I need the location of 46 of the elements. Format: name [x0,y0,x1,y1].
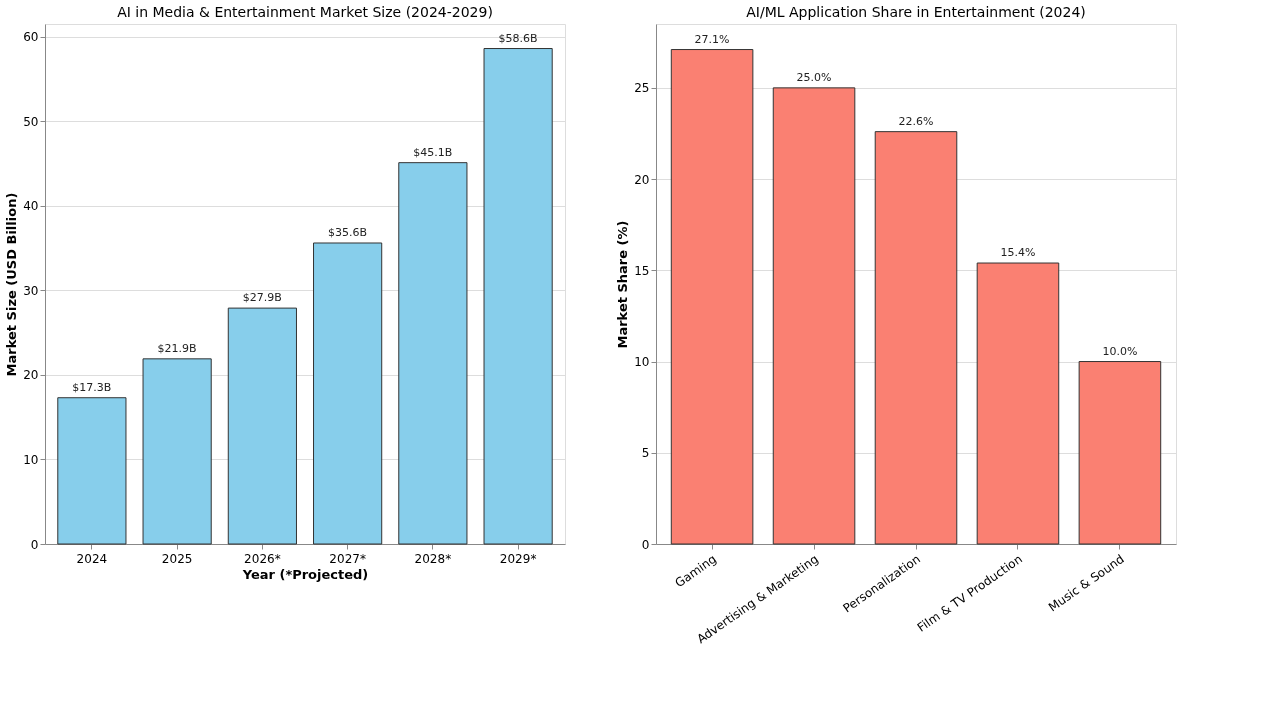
data-label: 22.6% [898,114,934,128]
bar [976,262,1060,545]
x-tick-label: 2025 [161,551,193,566]
y-tick-label: 15 [634,263,650,278]
data-label: 15.4% [1000,246,1036,260]
data-label: $27.9B [242,291,282,305]
bar [670,49,754,545]
data-label: 27.1% [694,32,730,46]
y-tick-label: 0 [641,537,650,552]
y-tick-label: 0 [30,537,39,552]
x-tick-label: 2029* [499,551,537,566]
data-label: $45.1B [413,145,453,159]
y-tick-label: 20 [23,368,39,383]
data-label: $58.6B [498,31,538,45]
bar [313,242,383,545]
y-axis-title: Market Size (USD Billion) [4,192,20,377]
x-axis-title: Year (*Projected) [241,566,369,582]
y-tick-label: 40 [23,199,39,214]
x-tick-label: 2027* [329,551,366,566]
data-label: 25.0% [796,70,832,84]
y-tick-label: 60 [23,30,39,45]
data-label: $21.9B [157,341,197,355]
chart-title: AI in Media & Entertainment Market Size (2024-2029) [117,4,493,20]
x-tick-label: 2028* [414,551,452,566]
y-tick-label: 30 [23,283,39,298]
chart-title: AI/ML Application Share in Entertainment (2024) [746,4,1086,20]
y-tick-label: 25 [634,81,650,96]
data-label: $17.3B [72,380,112,394]
bar [1078,361,1162,545]
data-label: 10.0% [1102,344,1138,358]
y-tick-label: 10 [23,452,39,467]
x-tick-label: 2026* [244,551,281,566]
y-tick-label: 50 [23,114,39,129]
y-tick-label: 5 [641,446,650,461]
y-tick-label: 20 [634,172,650,187]
bar [398,162,468,545]
bar [483,48,553,545]
data-label: $35.6B [328,225,368,239]
bar [142,358,212,545]
bar [772,87,856,545]
y-tick-label: 10 [634,355,650,370]
bar [57,397,127,545]
bar [227,307,297,545]
y-axis-title: Market Share (%) [615,220,631,349]
bar [874,131,958,545]
x-tick-label: 2024 [76,551,108,566]
